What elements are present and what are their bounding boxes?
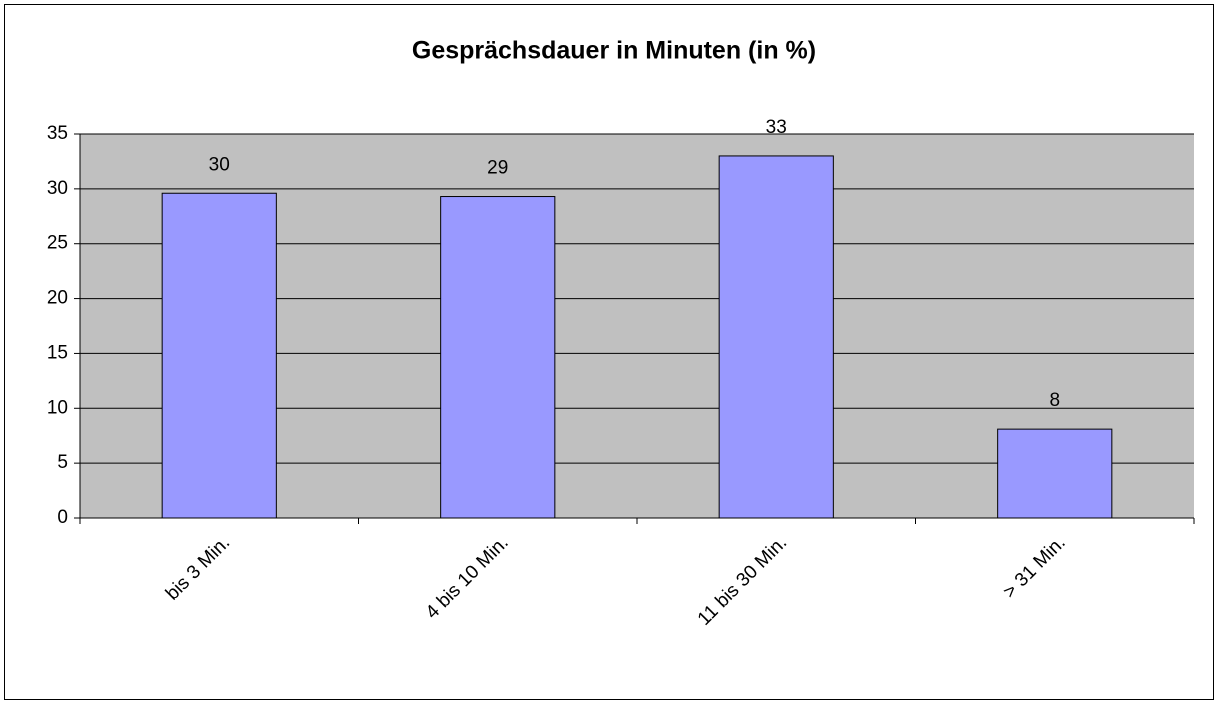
data-label: 29 (487, 158, 508, 179)
y-tick-label: 5 (57, 452, 68, 473)
y-tick-label: 0 (57, 507, 68, 528)
data-label: 8 (1049, 390, 1060, 411)
bar (718, 155, 834, 519)
bar (440, 196, 556, 519)
y-tick-label: 35 (47, 123, 68, 144)
y-tick-label: 20 (47, 288, 68, 309)
y-tick-label: 30 (47, 178, 68, 199)
bar (161, 192, 277, 519)
chart-title: Gesprächsdauer in Minuten (in %) (412, 37, 816, 65)
y-tick-label: 10 (47, 397, 68, 418)
bar (997, 428, 1113, 519)
data-label: 30 (209, 154, 230, 175)
data-label: 33 (766, 117, 787, 138)
y-tick-label: 15 (47, 342, 68, 363)
y-tick-label: 25 (47, 233, 68, 254)
